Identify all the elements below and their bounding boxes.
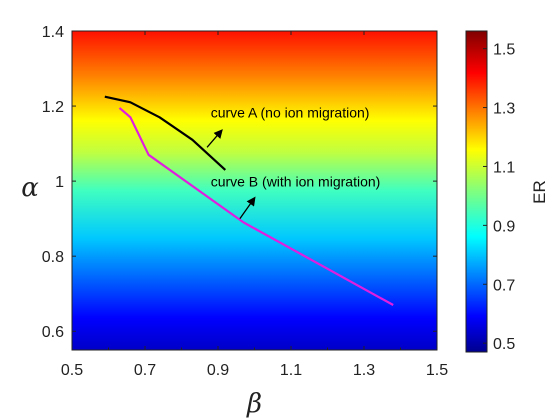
colorbar-tick-label: 0.7 xyxy=(493,277,515,294)
colorbar-tick-label: 1.1 xyxy=(493,159,515,176)
x-axis-label: β xyxy=(246,389,262,419)
plot-background xyxy=(72,31,437,350)
x-tick-layer: 0.5 0.7 0.9 1.1 1.3 1.5 xyxy=(61,31,448,379)
series-layer xyxy=(104,95,394,306)
y-tick-label: 1.2 xyxy=(42,99,64,116)
colorbar-tick-layer: 0.5 0.7 0.9 1.1 1.3 1.5 xyxy=(483,42,515,353)
x-tick-label: 1.5 xyxy=(426,362,448,379)
y-tick-label: 0.8 xyxy=(42,249,64,266)
colorbar-tick-label: 0.9 xyxy=(493,218,515,235)
colorbar-tick-label: 1.5 xyxy=(493,42,515,59)
annotation-label-curve-b: curve B (with ion migration) xyxy=(211,174,381,190)
colorbar-tick-label: 1.3 xyxy=(493,101,515,118)
x-tick-label: 1.1 xyxy=(280,362,302,379)
colorbar-tick-label: 0.5 xyxy=(493,336,515,353)
series-line-curve-a xyxy=(104,95,227,171)
x-tick-label: 0.5 xyxy=(61,362,83,379)
y-tick-label: 1.4 xyxy=(42,24,64,41)
series-line-curve-b xyxy=(118,107,394,306)
annotation-arrow-curve-b xyxy=(239,196,256,220)
y-tick-label: 0.6 xyxy=(42,324,64,341)
y-axis-label: α xyxy=(21,173,39,203)
x-tick-label: 1.3 xyxy=(353,362,375,379)
colorbar xyxy=(465,30,488,353)
annotation-label-curve-a: curve A (no ion migration) xyxy=(211,104,370,120)
annotation-layer: curve A (no ion migration) curve B (with … xyxy=(206,104,381,220)
y-tick-label: 1 xyxy=(55,174,64,191)
x-tick-label: 0.7 xyxy=(134,362,156,379)
annotation-arrow-curve-a xyxy=(206,129,223,148)
y-tick-layer: 0.6 0.8 1 1.2 1.4 xyxy=(42,24,437,341)
colorbar-label: ER xyxy=(530,180,549,204)
x-tick-label: 0.9 xyxy=(207,362,229,379)
